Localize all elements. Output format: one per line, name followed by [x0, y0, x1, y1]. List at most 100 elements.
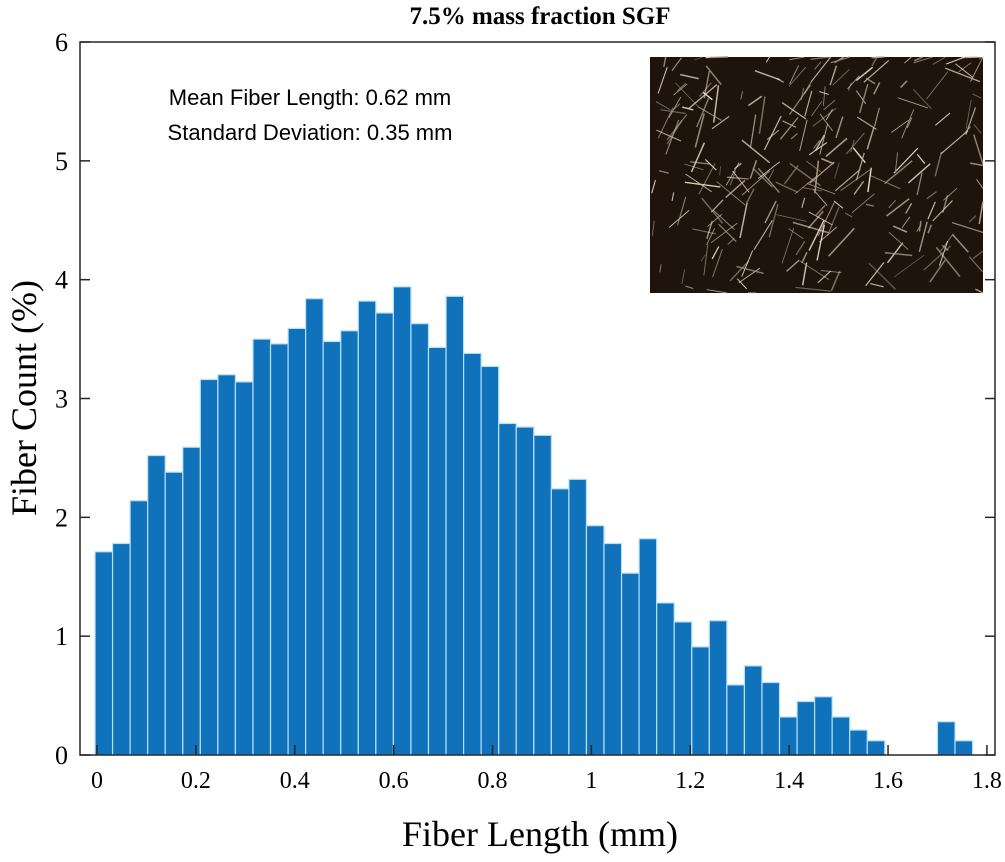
- fiber-streak: [690, 142, 706, 173]
- fiber-streak: [935, 246, 961, 278]
- fiber-streak: [817, 270, 832, 284]
- fiber-streak: [923, 245, 951, 271]
- fiber-streak: [901, 109, 915, 139]
- bar: [111, 542, 131, 756]
- fiber-streak: [871, 56, 885, 59]
- fiber-streak: [745, 188, 755, 204]
- fiber-streak: [835, 116, 844, 139]
- fiber-streak: [696, 98, 710, 128]
- fiber-streak: [766, 129, 780, 141]
- fiber-streak: [660, 109, 686, 115]
- x-tick-label: 1.6: [873, 768, 903, 794]
- bar: [831, 716, 851, 756]
- x-tick-label: 1.4: [774, 768, 804, 794]
- fiber-streak: [725, 162, 740, 186]
- fiber-streak: [821, 157, 835, 165]
- x-tick-label: 0.2: [181, 768, 211, 794]
- fiber-streak: [808, 220, 825, 251]
- fiber-streak: [884, 251, 913, 257]
- bar: [743, 665, 763, 756]
- bar: [94, 551, 114, 756]
- fiber-streak: [856, 116, 877, 130]
- fiber-streak: [781, 102, 807, 120]
- bar: [603, 542, 623, 756]
- fiber-streak: [888, 231, 909, 251]
- fiber-streak: [768, 203, 779, 238]
- fiber-streak: [694, 56, 703, 61]
- bar: [585, 525, 605, 756]
- fiber-streak: [776, 214, 807, 222]
- fiber-streak: [912, 88, 932, 110]
- fiber-streak: [968, 215, 977, 223]
- fiber-streak: [814, 134, 825, 151]
- fiber-streak: [801, 187, 822, 192]
- fiber-streak: [657, 107, 674, 139]
- fiber-streak: [916, 172, 923, 196]
- fiber-streak: [907, 163, 931, 184]
- fiber-streak: [765, 56, 770, 63]
- bar: [147, 454, 166, 756]
- fiber-streak: [752, 167, 773, 188]
- x-tick-label: 0.6: [379, 768, 409, 794]
- fiber-streak: [748, 95, 763, 107]
- fiber-streak: [964, 126, 971, 134]
- fiber-streak: [865, 77, 876, 85]
- fiber-streak: [808, 142, 828, 156]
- fiber-streak: [916, 224, 922, 232]
- fiber-streak: [913, 56, 924, 62]
- fiber-streak: [916, 153, 926, 165]
- fiber-streak: [712, 248, 723, 278]
- fiber-streak: [807, 210, 824, 229]
- bar: [252, 338, 272, 756]
- fiber-streak: [867, 167, 872, 193]
- fiber-streak: [913, 56, 933, 64]
- fiber-streak: [901, 216, 911, 229]
- y-tick-label: 1: [55, 622, 68, 651]
- bar: [129, 500, 149, 756]
- fiber-streak: [830, 56, 850, 64]
- fiber-streak: [868, 262, 897, 290]
- fiber-streak: [805, 160, 822, 173]
- fiber-streak: [788, 228, 804, 240]
- fiber-streak: [739, 202, 748, 239]
- fiber-streak: [795, 286, 832, 292]
- bar: [410, 323, 430, 756]
- fiber-streak: [749, 159, 758, 179]
- fiber-streak: [865, 262, 885, 287]
- x-tick-label: 0: [91, 768, 103, 794]
- fiber-streak: [659, 264, 662, 273]
- fiber-streak: [866, 127, 875, 150]
- fiber-streak: [706, 228, 716, 246]
- bar: [480, 365, 500, 756]
- fiber-streak: [926, 71, 949, 100]
- bar: [954, 740, 974, 756]
- bar: [164, 471, 184, 756]
- fiber-streak: [700, 254, 706, 262]
- fiber-streak: [705, 65, 722, 86]
- fiber-streak: [826, 206, 840, 236]
- fiber-streak: [825, 108, 833, 121]
- fiber-streak: [789, 56, 805, 61]
- bars-group: [94, 286, 974, 756]
- bar: [936, 721, 956, 756]
- bar: [515, 426, 535, 756]
- fiber-streak: [738, 267, 761, 284]
- fiber-streak: [973, 134, 984, 165]
- fiber-streak: [894, 152, 898, 174]
- fiber-streak: [718, 223, 737, 242]
- fiber-streak: [970, 162, 984, 167]
- fiber-streak: [825, 137, 848, 158]
- fiber-streak: [779, 117, 799, 140]
- fiber-streak: [973, 124, 982, 134]
- fiber-streak: [934, 151, 943, 177]
- fiber-streak: [703, 70, 711, 99]
- fiber-streak: [790, 133, 798, 140]
- fiber-streak: [658, 170, 670, 174]
- bar: [217, 374, 237, 756]
- fiber-streak: [888, 199, 896, 209]
- bar: [427, 346, 447, 756]
- fiber-streak: [852, 147, 866, 164]
- fiber-streak: [955, 63, 974, 79]
- fiber-streak: [855, 66, 874, 82]
